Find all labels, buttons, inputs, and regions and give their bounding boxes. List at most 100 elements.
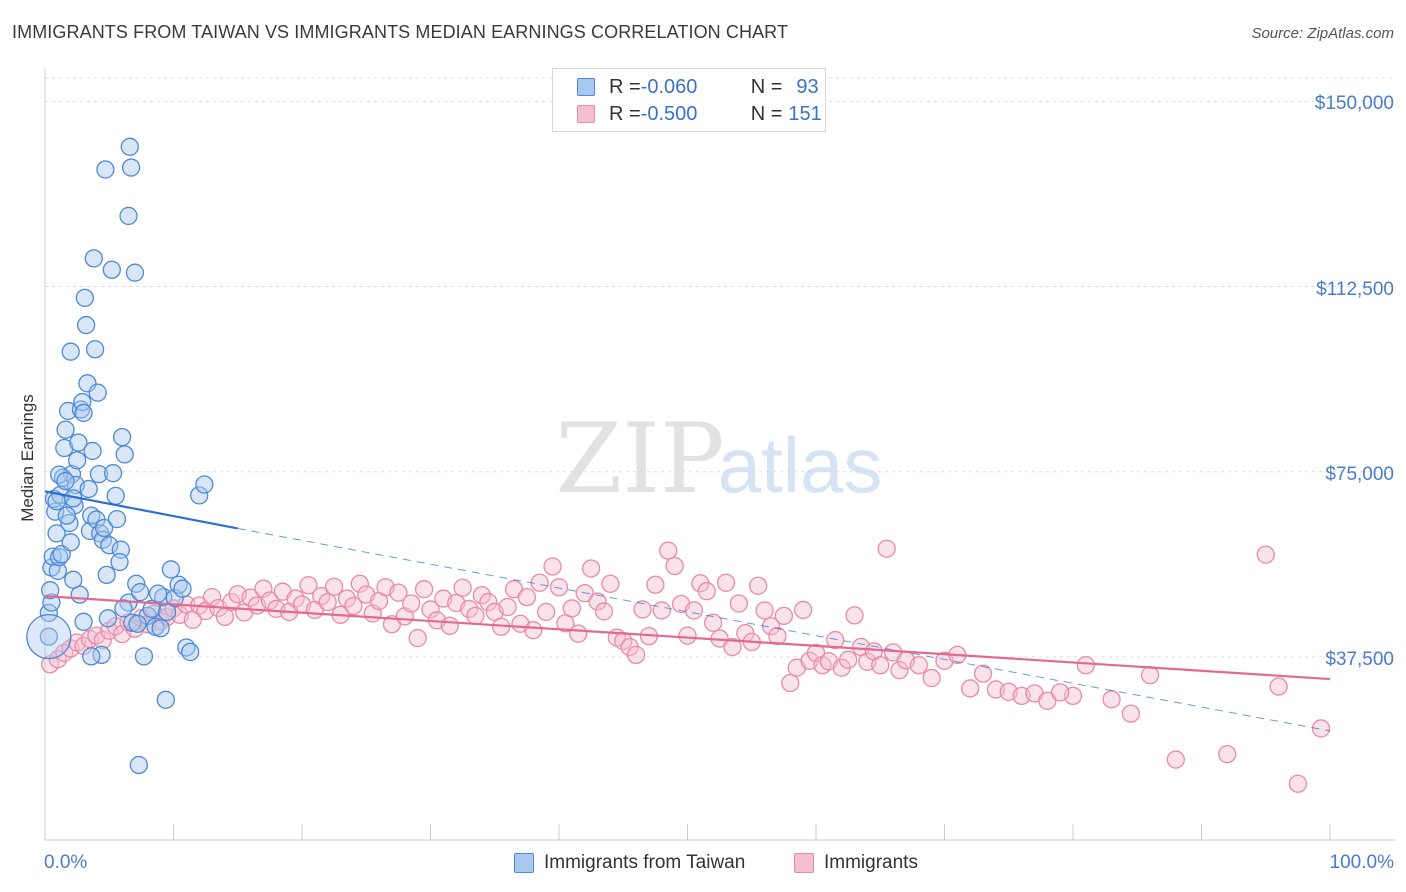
immigrants-point [299,576,318,595]
immigrants-point [479,592,498,612]
immigrants-point [408,628,427,648]
immigrants-point [678,626,697,645]
immigrants-point [594,602,614,621]
immigrants-point [652,601,671,620]
stats-n-label: N = [750,75,783,98]
immigrants-point [684,601,704,620]
taiwan-point [100,536,119,555]
immigrants-point [626,645,646,665]
taiwan-point [96,160,115,179]
watermark-atlas: atlas [718,421,883,509]
taiwan-point [39,603,59,623]
immigrants-point [1269,677,1288,696]
taiwan-point [148,584,168,603]
series-immigrants-from-taiwan [26,137,214,775]
taiwan-point [102,260,121,279]
taiwan-point [88,383,107,402]
taiwan-point [112,427,132,447]
immigrants-point [402,594,421,613]
stats-r-label: R = [609,102,641,125]
chart-title: IMMIGRANTS FROM TAIWAN VS IMMIGRANTS MED… [12,22,789,42]
taiwan-point [103,464,123,483]
stats-row-immigrants: R = -0.500 N = 151 [577,102,822,126]
taiwan-point [76,315,96,335]
immigrants-point [890,661,909,680]
immigrants-point [537,602,556,622]
immigrants-point [389,583,408,602]
immigrants-point [524,621,543,640]
taiwan-point [161,560,181,579]
immigrants-point [421,600,440,619]
axes [44,68,1395,841]
immigrants-point [202,587,222,607]
taiwan-point [47,524,66,543]
immigrants-point [459,599,479,619]
stats-n-value: 93 [796,75,819,98]
immigrants-point [697,582,716,601]
immigrants-point [1051,683,1070,702]
taiwan-point [82,647,101,666]
taiwan-point [151,619,170,638]
immigrants-point [517,587,537,607]
immigrants-point [794,600,813,620]
immigrants-point [1218,744,1237,764]
immigrants-point [961,679,980,698]
immigrants-point [472,585,492,605]
taiwan-point [61,342,80,361]
immigrants-point [1121,704,1140,723]
immigrants-point [716,573,736,592]
immigrants-point [877,539,896,558]
immigrants-point [1311,719,1331,738]
immigrants-point [845,606,864,625]
immigrants-point [909,656,928,675]
y-tick-label: $75,000 [1325,463,1394,485]
immigrants-point [318,592,337,612]
taiwan-trend-line [44,490,238,530]
immigrants-point [665,556,684,576]
taiwan-point [85,340,105,359]
watermark-zip: ZIP [555,403,724,515]
legend-item-immigrants[interactable]: Immigrants [794,852,918,874]
immigrants-point [1038,691,1057,710]
taiwan-point [56,420,75,439]
taiwan-point [97,565,116,585]
taiwan-point [142,599,161,619]
legend-swatch-pink [794,853,814,873]
taiwan-point [98,609,118,628]
immigrants-point [781,673,800,693]
immigrants-point [838,650,858,669]
immigrants-point [324,577,344,596]
stats-swatch-pink [577,105,595,123]
stats-r-value: -0.060 [640,75,698,98]
taiwan-point [89,465,109,484]
immigrants-point [1256,545,1275,564]
y-tick-label: $112,500 [1316,278,1394,300]
immigrants-point [562,599,581,618]
immigrants-point [755,601,774,620]
taiwan-point [64,570,83,589]
taiwan-point [125,263,145,282]
immigrants-point [659,541,678,560]
taiwan-point [56,471,75,491]
stats-r-label: R = [609,75,641,98]
immigrants-point [1140,665,1160,685]
taiwan-point [120,137,139,156]
taiwan-point [74,612,93,631]
immigrants-point [922,668,941,688]
immigrants-point [498,597,517,617]
taiwan-point [60,513,79,533]
legend-label-immigrants: Immigrants [824,852,918,873]
taiwan-point [39,627,59,646]
taiwan-point [190,486,209,505]
taiwan-point [106,486,125,506]
taiwan-point [83,441,102,461]
legend-item-taiwan[interactable]: Immigrants from Taiwan [514,852,745,874]
taiwan-point [119,206,138,226]
immigrants-point [633,600,652,619]
gridlines [45,77,1395,658]
immigrants-point [549,578,569,597]
stats-r-value: -0.500 [640,102,698,125]
taiwan-point [128,614,147,633]
immigrants-point [344,596,363,616]
